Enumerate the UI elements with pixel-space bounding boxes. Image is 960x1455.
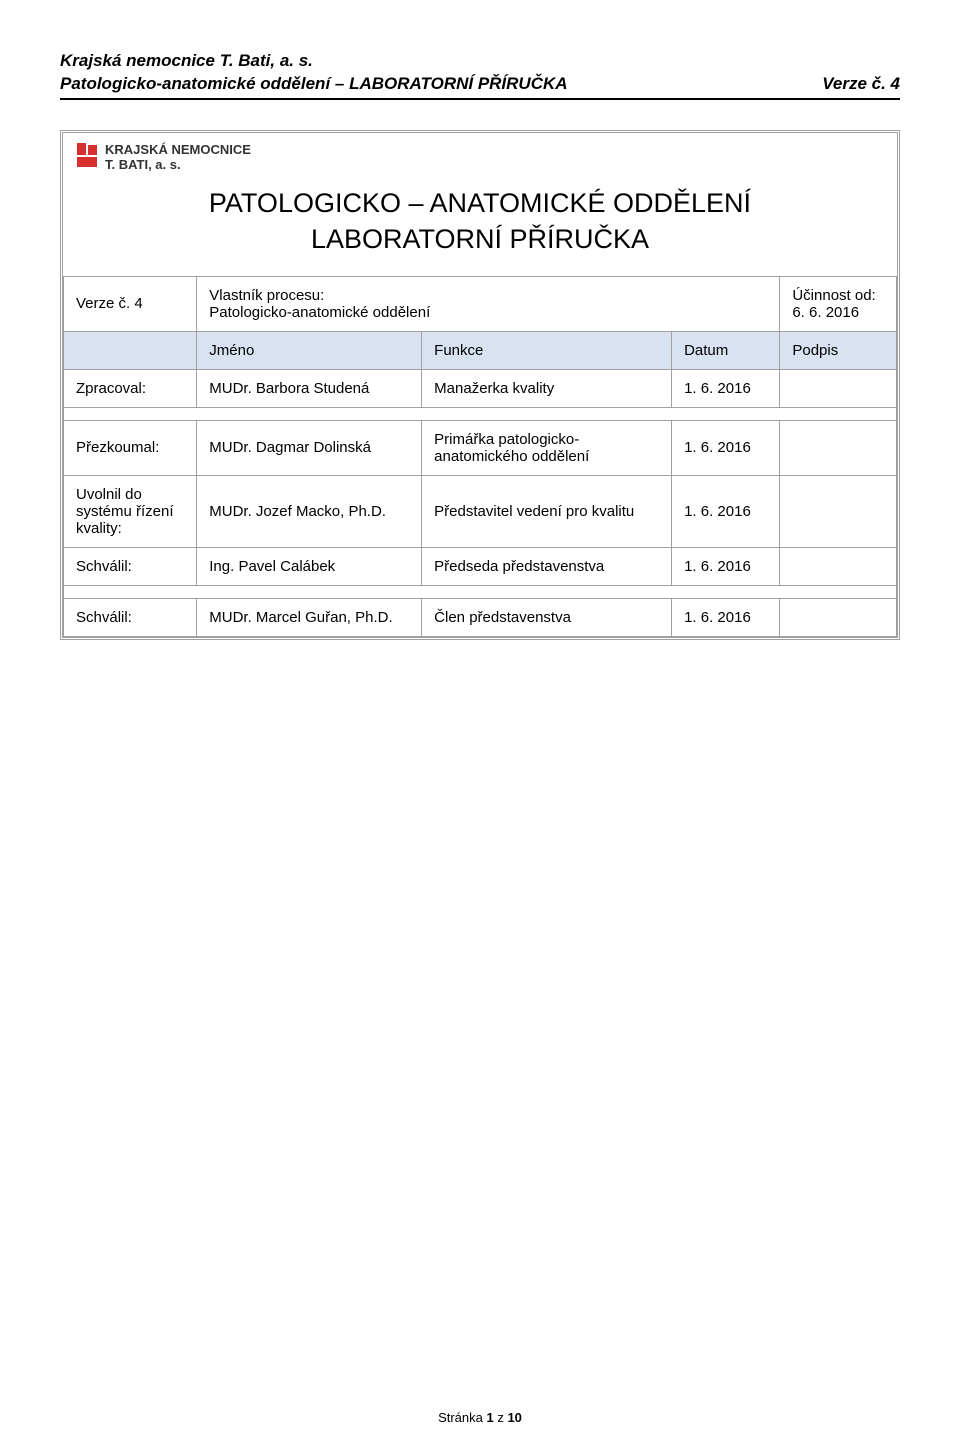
effective-value: 6. 6. 2016 bbox=[792, 304, 859, 321]
signature-cell bbox=[780, 547, 897, 585]
logo-text-line1: KRAJSKÁ NEMOCNICE bbox=[105, 143, 251, 158]
owner-label: Vlastník procesu: bbox=[209, 287, 324, 304]
footer-prefix: Stránka bbox=[438, 1410, 486, 1425]
function-cell: Manažerka kvality bbox=[422, 369, 672, 407]
role-cell: Přezkoumal: bbox=[64, 420, 197, 475]
title-line2: LABORATORNÍ PŘÍRUČKA bbox=[77, 221, 883, 257]
table-row-top: Verze č. 4 Vlastník procesu: Patologicko… bbox=[64, 276, 897, 331]
col-signature: Podpis bbox=[780, 331, 897, 369]
function-cell: Předseda představenstva bbox=[422, 547, 672, 585]
signature-cell bbox=[780, 369, 897, 407]
document-title: PATOLOGICKO – ANATOMICKÉ ODDĚLENÍ LABORA… bbox=[63, 175, 897, 276]
logo-text-line2: T. BATI, a. s. bbox=[105, 158, 251, 173]
role-cell: Uvolnil do systému řízení kvality: bbox=[64, 475, 197, 547]
effective-cell: Účinnost od: 6. 6. 2016 bbox=[780, 276, 897, 331]
spacer-row bbox=[64, 407, 897, 420]
col-role-blank bbox=[64, 331, 197, 369]
footer-middle: z bbox=[494, 1410, 508, 1425]
name-cell: MUDr. Jozef Macko, Ph.D. bbox=[197, 475, 422, 547]
table-row: Uvolnil do systému řízení kvality: MUDr.… bbox=[64, 475, 897, 547]
metadata-table: Verze č. 4 Vlastník procesu: Patologicko… bbox=[63, 276, 897, 637]
role-cell: Schválil: bbox=[64, 598, 197, 636]
page-header: Krajská nemocnice T. Bati, a. s. Patolog… bbox=[60, 50, 900, 96]
owner-cell: Vlastník procesu: Patologicko-anatomické… bbox=[197, 276, 780, 331]
name-cell: Ing. Pavel Calábek bbox=[197, 547, 422, 585]
header-left: Krajská nemocnice T. Bati, a. s. Patolog… bbox=[60, 50, 568, 96]
name-cell: MUDr. Marcel Guřan, Ph.D. bbox=[197, 598, 422, 636]
footer-page: 1 bbox=[486, 1410, 493, 1425]
document-page: Krajská nemocnice T. Bati, a. s. Patolog… bbox=[0, 0, 960, 1455]
logo-block: KRAJSKÁ NEMOCNICE T. BATI, a. s. bbox=[63, 133, 897, 175]
signature-cell bbox=[780, 475, 897, 547]
hospital-logo-icon bbox=[77, 143, 99, 173]
table-row: Přezkoumal: MUDr. Dagmar Dolinská Primář… bbox=[64, 420, 897, 475]
document-frame: KRAJSKÁ NEMOCNICE T. BATI, a. s. PATOLOG… bbox=[60, 130, 900, 640]
date-cell: 1. 6. 2016 bbox=[672, 420, 780, 475]
role-cell: Schválil: bbox=[64, 547, 197, 585]
header-version: Verze č. 4 bbox=[822, 73, 900, 96]
header-org-line1: Krajská nemocnice T. Bati, a. s. bbox=[60, 50, 568, 73]
logo-text: KRAJSKÁ NEMOCNICE T. BATI, a. s. bbox=[105, 143, 251, 173]
col-name: Jméno bbox=[197, 331, 422, 369]
date-cell: 1. 6. 2016 bbox=[672, 598, 780, 636]
logo-wrap: KRAJSKÁ NEMOCNICE T. BATI, a. s. bbox=[77, 143, 883, 173]
version-cell: Verze č. 4 bbox=[64, 276, 197, 331]
date-cell: 1. 6. 2016 bbox=[672, 369, 780, 407]
footer-total: 10 bbox=[507, 1410, 521, 1425]
effective-label: Účinnost od: bbox=[792, 287, 875, 304]
header-rule bbox=[60, 98, 900, 100]
table-row: Schválil: MUDr. Marcel Guřan, Ph.D. Člen… bbox=[64, 598, 897, 636]
table-header-row: Jméno Funkce Datum Podpis bbox=[64, 331, 897, 369]
owner-value: Patologicko-anatomické oddělení bbox=[209, 304, 430, 321]
col-function: Funkce bbox=[422, 331, 672, 369]
table-row: Schválil: Ing. Pavel Calábek Předseda př… bbox=[64, 547, 897, 585]
page-footer: Stránka 1 z 10 bbox=[0, 1410, 960, 1425]
date-cell: 1. 6. 2016 bbox=[672, 547, 780, 585]
col-date: Datum bbox=[672, 331, 780, 369]
header-org-line2: Patologicko-anatomické oddělení – LABORA… bbox=[60, 73, 568, 96]
name-cell: MUDr. Barbora Studená bbox=[197, 369, 422, 407]
table-row: Zpracoval: MUDr. Barbora Studená Manažer… bbox=[64, 369, 897, 407]
spacer-row bbox=[64, 585, 897, 598]
title-line1: PATOLOGICKO – ANATOMICKÉ ODDĚLENÍ bbox=[77, 185, 883, 221]
name-cell: MUDr. Dagmar Dolinská bbox=[197, 420, 422, 475]
function-cell: Primářka patologicko-anatomického odděle… bbox=[422, 420, 672, 475]
function-cell: Člen představenstva bbox=[422, 598, 672, 636]
signature-cell bbox=[780, 420, 897, 475]
function-cell: Představitel vedení pro kvalitu bbox=[422, 475, 672, 547]
role-cell: Zpracoval: bbox=[64, 369, 197, 407]
date-cell: 1. 6. 2016 bbox=[672, 475, 780, 547]
header-right: Verze č. 4 bbox=[822, 73, 900, 96]
signature-cell bbox=[780, 598, 897, 636]
